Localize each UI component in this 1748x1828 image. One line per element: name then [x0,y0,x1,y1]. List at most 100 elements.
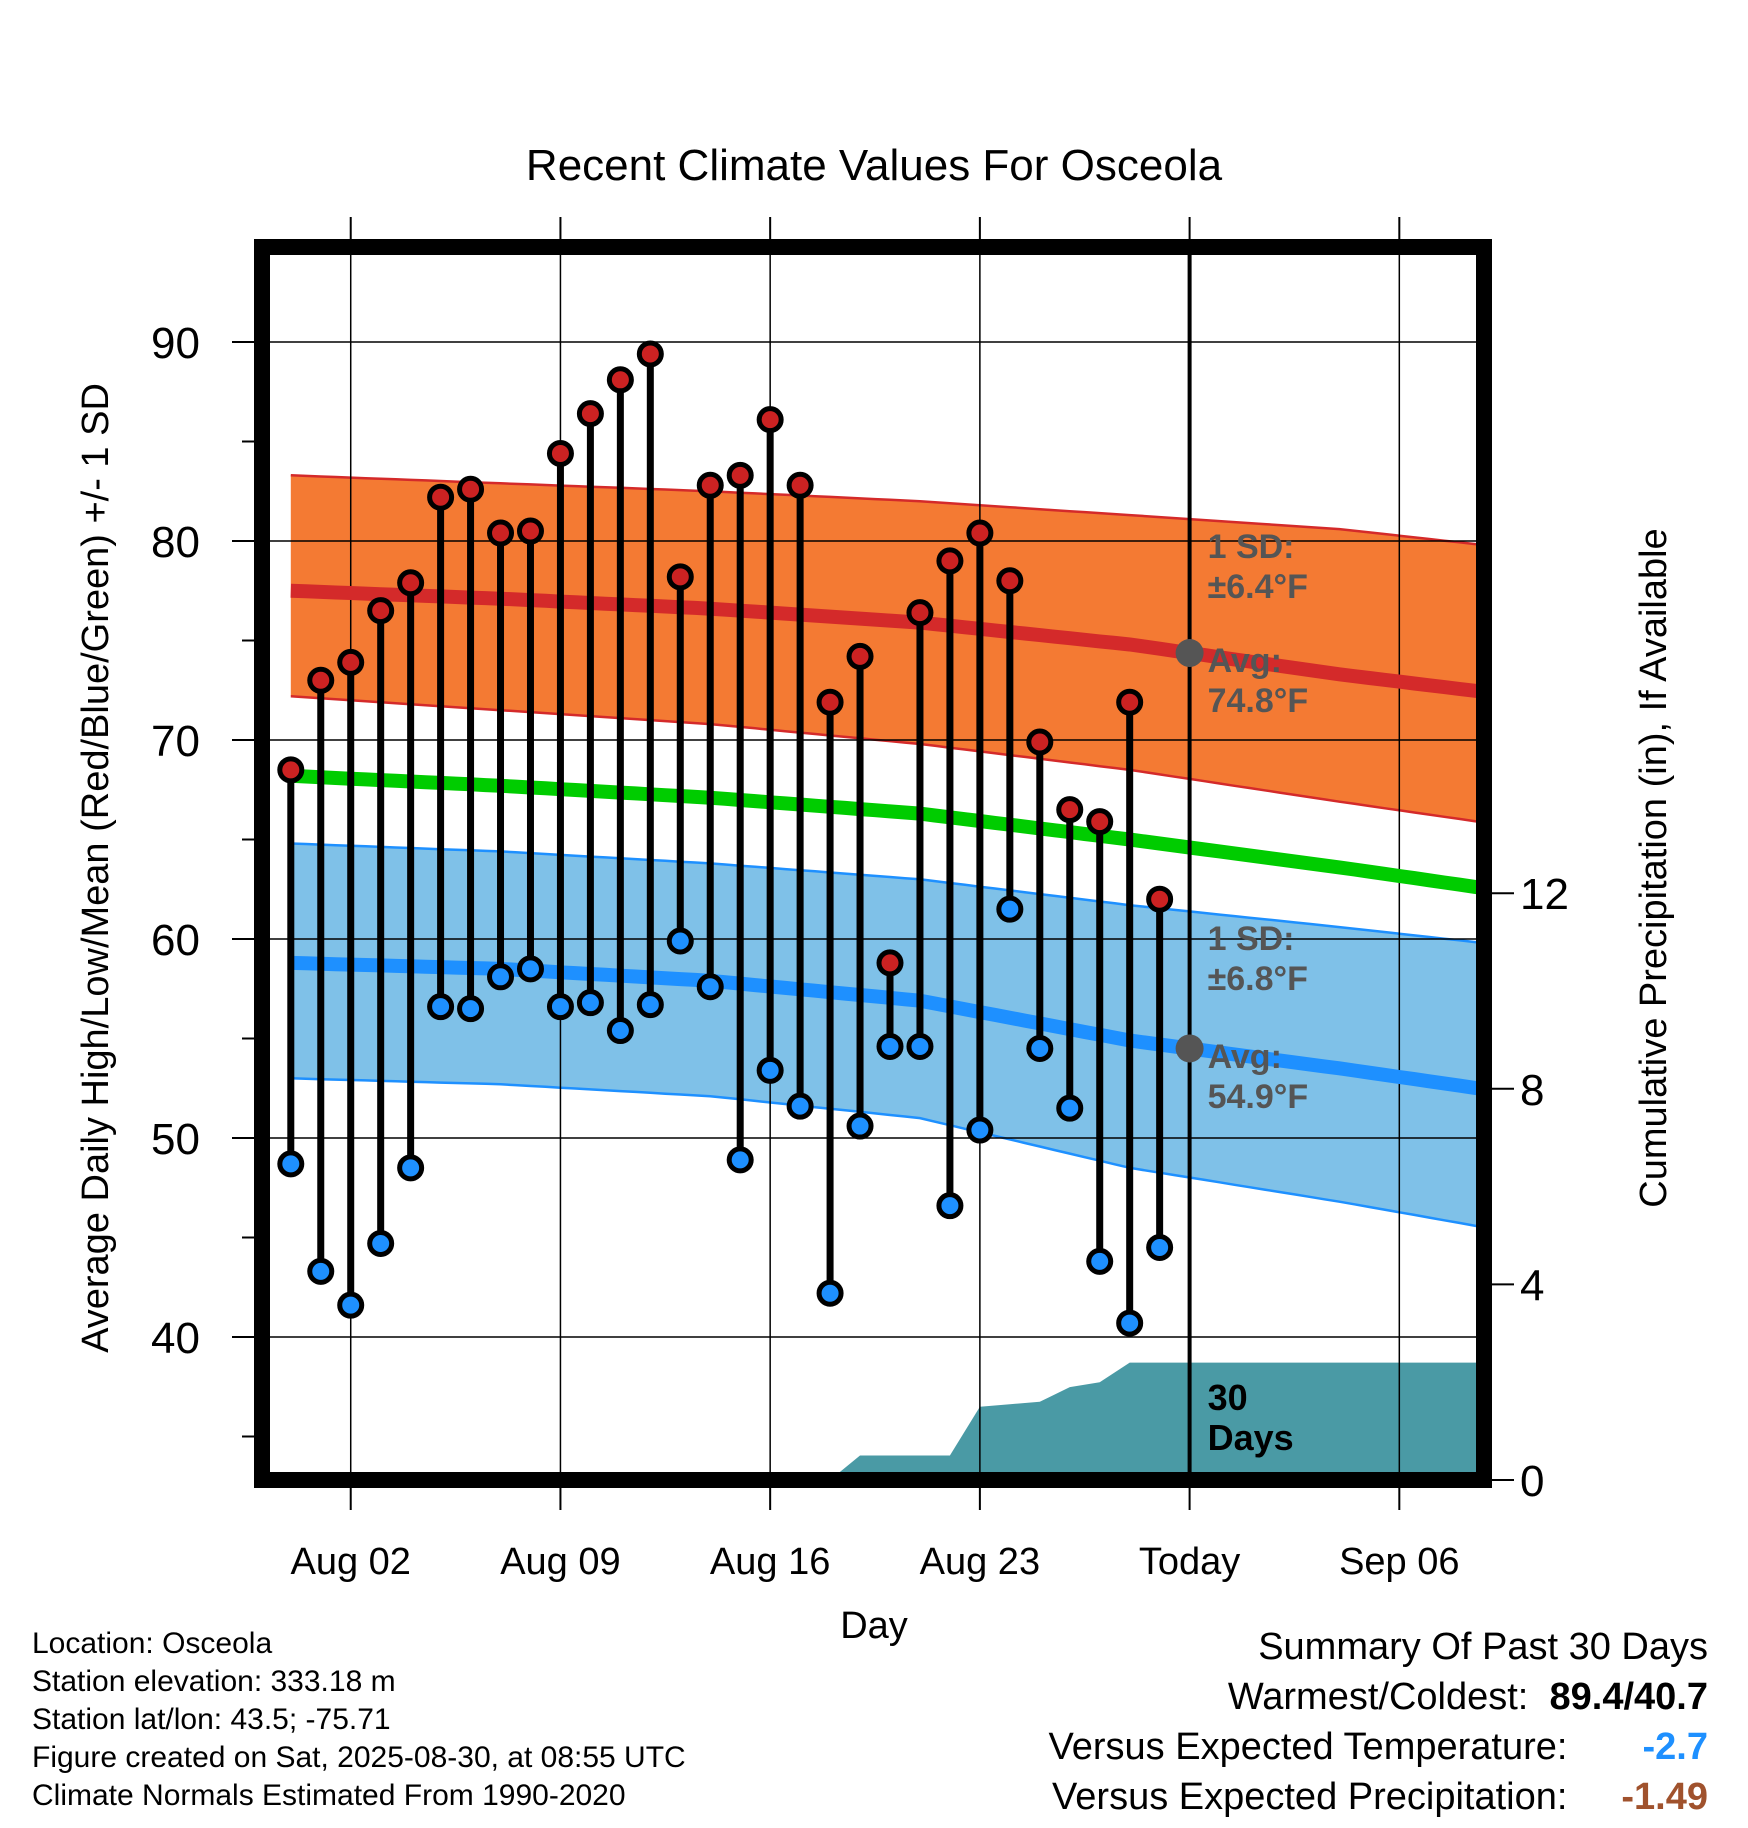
daily-low-point [666,927,694,955]
x-tick-label: Aug 23 [920,1541,1040,1583]
daily-low-point [726,1146,754,1174]
daily-high-point [1056,796,1084,824]
daily-low-point [457,995,485,1023]
daily-high-point [1086,808,1114,836]
y-tick-label: 90 [151,319,200,368]
daily-high-point [816,688,844,716]
precip-label: Versus Expected Precipitation: [1052,1776,1568,1818]
high-sd-annotation-line-1: 1 SD: [1208,528,1295,566]
high-normal-line [290,583,1484,699]
daily-low-point [696,973,724,1001]
daily-high-point [936,547,964,575]
today-low-avg-marker [1175,1034,1204,1063]
coldest-value: 40.7 [1634,1676,1708,1718]
low-band-lower-edge [290,1077,1484,1229]
warm-cold-label: Warmest/Coldest: [1227,1676,1529,1718]
x-tick-label: Aug 16 [710,1541,830,1583]
x-axis-label: Day [840,1605,908,1647]
daily-high-point [576,400,604,428]
daily-high-point [696,471,724,499]
daily-low-point [546,993,574,1021]
daily-high-point [966,519,994,547]
daily-low-point [277,1150,305,1178]
temp-label: Versus Expected Temperature: [1048,1726,1568,1768]
daily-low-point [756,1056,784,1084]
daily-high-point [636,340,664,368]
daily-low-point [307,1257,335,1285]
daily-low-point [906,1032,934,1060]
daily-high-point [487,519,515,547]
daily-high-point [1116,688,1144,716]
created-text: Figure created on Sat, 2025-08-30, at 08… [32,1741,686,1774]
y2-tick-label: 8 [1520,1066,1544,1115]
low-sd-annotation-line-2: ±6.8°F [1208,960,1308,998]
y2-axis-label: Cumulative Precipitation (in), If Availa… [1633,528,1675,1207]
elevation-text: Station elevation: 333.18 m [32,1665,396,1698]
high-band-lower-edge [290,694,1484,824]
low-avg-annotation-line-1: Avg: [1208,1038,1282,1076]
summary-precip: Versus Expected Precipitation: -1.49 [1049,1772,1708,1822]
daily-low-point [1056,1094,1084,1122]
daily-low-point [337,1291,365,1319]
daily-low-point [427,993,455,1021]
latlon-text: Station lat/lon: 43.5; -75.71 [32,1703,391,1736]
daily-low-point [397,1154,425,1182]
high-avg-annotation-line-1: Avg: [1208,642,1282,680]
daily-low-point [996,895,1024,923]
location-text: Location: Osceola [32,1627,273,1660]
normals-text: Climate Normals Estimated From 1990-2020 [32,1779,626,1812]
daily-high-point [1026,728,1054,756]
daily-low-point [636,991,664,1019]
summary-temp: Versus Expected Temperature: -2.7 [1049,1722,1708,1772]
daily-low-point [1146,1233,1174,1261]
daily-high-point [876,949,904,977]
daily-high-point [516,517,544,545]
chart-title: Recent Climate Values For Osceola [526,141,1223,190]
warmest-value: 89.4 [1549,1676,1624,1718]
precip-days-annotation-line-2: Days [1208,1417,1294,1458]
x-tick-label: Sep 06 [1339,1541,1459,1583]
y2-tick-label: 0 [1520,1457,1544,1506]
daily-low-point [487,963,515,991]
daily-high-point [756,406,784,434]
x-tick-label: Aug 02 [290,1541,410,1583]
y2-tick-label: 12 [1520,870,1569,919]
daily-high-point [307,666,335,694]
daily-low-point [516,955,544,983]
daily-low-point [966,1116,994,1144]
cumulative-precip-area [290,1362,1484,1480]
daily-high-point [906,599,934,627]
precip-anomaly-value: -1.49 [1621,1776,1708,1818]
daily-high-point [546,439,574,467]
daily-high-point [726,461,754,489]
summary-title: Summary Of Past 30 Days [1258,1626,1708,1668]
daily-low-point [576,989,604,1017]
x-tick-label: Aug 09 [500,1541,620,1583]
daily-low-point [936,1192,964,1220]
daily-high-point [427,483,455,511]
daily-high-point [996,567,1024,595]
daily-low-point [1086,1247,1114,1275]
daily-high-point [277,756,305,784]
daily-low-point [1116,1309,1144,1337]
temp-anomaly-value: -2.7 [1642,1726,1708,1768]
high-avg-annotation-line-2: 74.8°F [1208,682,1309,720]
daily-high-point [457,475,485,503]
y-tick-label: 50 [151,1115,200,1164]
plot-frame [254,239,1492,1488]
daily-high-point [846,642,874,670]
daily-low-point [1026,1034,1054,1062]
y-tick-label: 60 [151,916,200,965]
daily-high-point [337,648,365,676]
daily-high-point [367,597,395,625]
low-avg-annotation-line-2: 54.9°F [1208,1078,1309,1116]
daily-high-point [1146,885,1174,913]
x-tick-label: Today [1139,1541,1240,1583]
high-sd-annotation-line-2: ±6.4°F [1208,568,1308,606]
low-sd-band [290,843,1484,1228]
daily-low-point [876,1032,904,1060]
daily-low-point [846,1112,874,1140]
daily-high-point [666,563,694,591]
summary-panel: Summary Of Past 30 Days Warmest/Coldest:… [1049,1622,1708,1822]
daily-high-point [786,471,814,499]
